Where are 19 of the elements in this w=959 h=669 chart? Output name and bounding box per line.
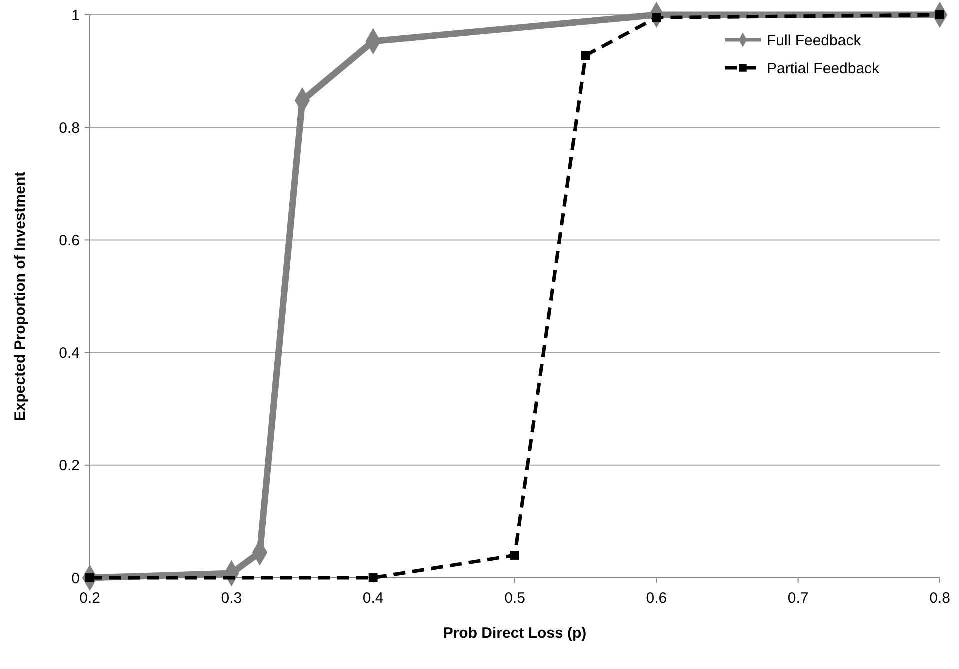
x-tick-label: 0.7 bbox=[788, 590, 809, 607]
legend-label: Partial Feedback bbox=[767, 60, 880, 78]
y-tick-label: 0.6 bbox=[59, 232, 80, 250]
y-axis-title: Expected Proportion of Investment bbox=[12, 172, 29, 422]
y-tick-label: 1 bbox=[72, 7, 80, 24]
point bbox=[581, 51, 590, 60]
x-tick-label: 0.8 bbox=[930, 590, 950, 607]
x-tick-label: 0.3 bbox=[221, 590, 242, 607]
point bbox=[368, 574, 378, 582]
legend-label: Full Feedback bbox=[767, 32, 862, 50]
y-tick-label: 0.2 bbox=[59, 458, 80, 475]
x-tick-label: 0.5 bbox=[504, 590, 526, 607]
y-tick-label: 0.4 bbox=[59, 345, 80, 362]
x-tick-label: 0.6 bbox=[646, 590, 668, 607]
y-tick-label: 0.8 bbox=[59, 120, 80, 137]
y-tick-label: 0 bbox=[72, 570, 80, 588]
x-axis-title: Prob Direct Loss (p) bbox=[443, 625, 587, 642]
x-tick-label: 0.4 bbox=[362, 590, 384, 607]
point bbox=[510, 551, 520, 560]
